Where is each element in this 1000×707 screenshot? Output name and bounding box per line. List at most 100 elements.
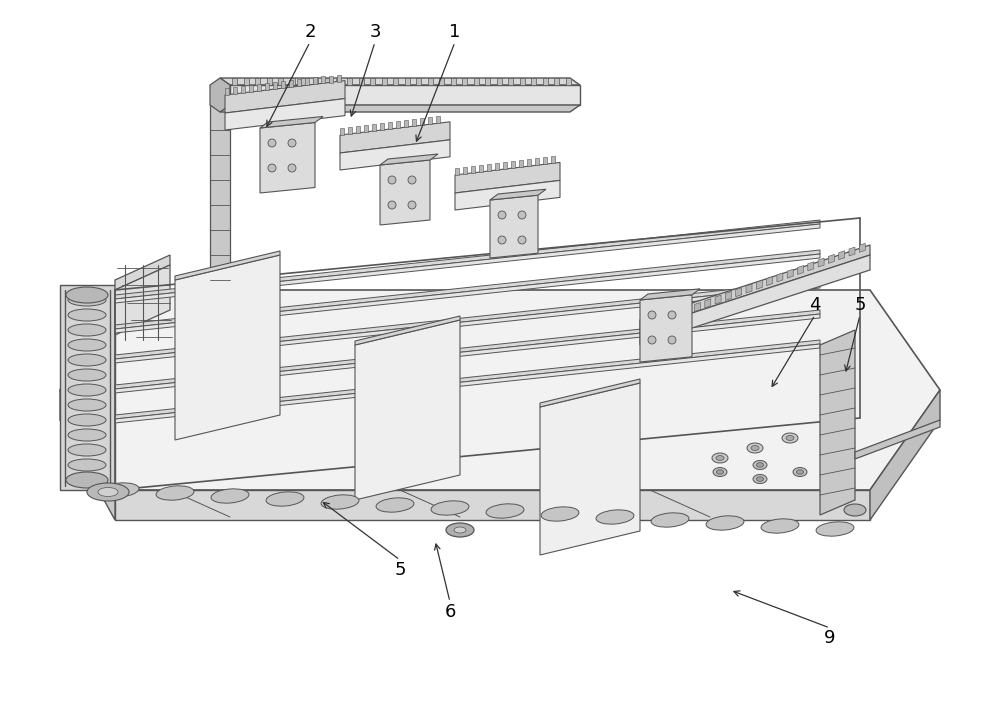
Ellipse shape: [68, 414, 106, 426]
Ellipse shape: [753, 474, 767, 484]
Polygon shape: [496, 78, 502, 85]
Polygon shape: [746, 284, 752, 293]
Ellipse shape: [716, 456, 724, 460]
Polygon shape: [60, 285, 115, 490]
Polygon shape: [115, 224, 820, 303]
Text: 1: 1: [449, 23, 461, 41]
Ellipse shape: [66, 472, 108, 488]
Polygon shape: [531, 78, 536, 85]
Polygon shape: [348, 127, 352, 134]
Polygon shape: [281, 81, 285, 88]
Ellipse shape: [793, 467, 807, 477]
Polygon shape: [487, 164, 491, 171]
Polygon shape: [225, 81, 345, 113]
Ellipse shape: [68, 399, 106, 411]
Polygon shape: [849, 247, 855, 256]
Ellipse shape: [816, 522, 854, 536]
Ellipse shape: [716, 469, 724, 474]
Polygon shape: [60, 390, 115, 520]
Polygon shape: [232, 78, 237, 85]
Ellipse shape: [747, 443, 763, 453]
Polygon shape: [503, 162, 507, 169]
Polygon shape: [428, 117, 432, 124]
Ellipse shape: [101, 483, 139, 497]
Polygon shape: [462, 78, 467, 85]
Polygon shape: [640, 245, 870, 330]
Polygon shape: [336, 78, 340, 85]
Polygon shape: [520, 78, 524, 85]
Polygon shape: [380, 123, 384, 130]
Polygon shape: [115, 490, 870, 520]
Polygon shape: [233, 87, 237, 94]
Polygon shape: [370, 78, 375, 85]
Polygon shape: [249, 85, 253, 92]
Polygon shape: [736, 288, 742, 297]
Polygon shape: [566, 78, 570, 85]
Ellipse shape: [648, 311, 656, 319]
Polygon shape: [324, 78, 329, 85]
Polygon shape: [382, 78, 386, 85]
Polygon shape: [340, 140, 450, 170]
Polygon shape: [225, 98, 345, 130]
Polygon shape: [340, 122, 450, 153]
Polygon shape: [777, 273, 783, 282]
Polygon shape: [474, 78, 479, 85]
Polygon shape: [347, 78, 352, 85]
Polygon shape: [818, 258, 824, 267]
Ellipse shape: [716, 455, 724, 460]
Ellipse shape: [266, 492, 304, 506]
Ellipse shape: [68, 369, 106, 381]
Polygon shape: [210, 105, 230, 310]
Polygon shape: [329, 76, 333, 83]
Polygon shape: [278, 78, 283, 85]
Ellipse shape: [446, 523, 474, 537]
Polygon shape: [230, 85, 580, 105]
Polygon shape: [511, 161, 515, 168]
Text: 4: 4: [809, 296, 821, 314]
Ellipse shape: [376, 498, 414, 512]
Polygon shape: [364, 125, 368, 132]
Ellipse shape: [757, 477, 764, 481]
Polygon shape: [115, 344, 820, 423]
Polygon shape: [540, 383, 640, 555]
Polygon shape: [855, 420, 940, 459]
Polygon shape: [551, 156, 555, 163]
Ellipse shape: [796, 469, 804, 474]
Ellipse shape: [712, 453, 728, 463]
Polygon shape: [380, 154, 438, 165]
Polygon shape: [535, 158, 539, 165]
Polygon shape: [115, 280, 820, 359]
Polygon shape: [289, 81, 293, 88]
Polygon shape: [115, 314, 820, 393]
Polygon shape: [393, 78, 398, 85]
Polygon shape: [313, 78, 317, 84]
Polygon shape: [540, 379, 640, 407]
Polygon shape: [115, 220, 820, 299]
Polygon shape: [210, 78, 230, 112]
Polygon shape: [463, 167, 467, 174]
Polygon shape: [479, 165, 483, 172]
Ellipse shape: [68, 324, 106, 336]
Polygon shape: [273, 82, 277, 89]
Polygon shape: [725, 291, 731, 300]
Polygon shape: [490, 195, 538, 258]
Polygon shape: [115, 310, 820, 389]
Ellipse shape: [751, 445, 759, 450]
Polygon shape: [355, 320, 460, 500]
Text: 6: 6: [444, 603, 456, 621]
Ellipse shape: [668, 336, 676, 344]
Ellipse shape: [757, 463, 764, 467]
Polygon shape: [455, 163, 560, 193]
Ellipse shape: [408, 176, 416, 184]
Polygon shape: [756, 280, 762, 289]
Ellipse shape: [518, 211, 526, 219]
Polygon shape: [225, 88, 229, 95]
Polygon shape: [787, 269, 793, 278]
Ellipse shape: [648, 336, 656, 344]
Ellipse shape: [68, 354, 106, 366]
Polygon shape: [416, 78, 421, 85]
Polygon shape: [554, 78, 559, 85]
Text: 5: 5: [394, 561, 406, 579]
Polygon shape: [694, 303, 700, 312]
Polygon shape: [664, 314, 670, 322]
